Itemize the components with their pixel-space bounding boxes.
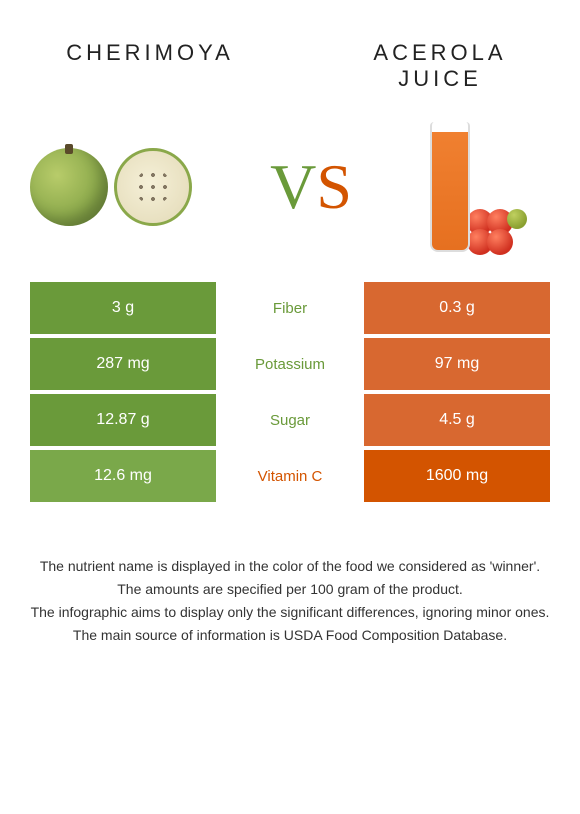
acerola-fruits-icon: [470, 212, 540, 252]
images-row: VS: [0, 102, 580, 282]
nutrient-label: Sugar: [220, 394, 360, 446]
left-food-title: CHERIMOYA: [50, 40, 250, 92]
header: CHERIMOYA ACEROLA JUICE: [0, 0, 580, 102]
left-value: 287 mg: [30, 338, 216, 390]
vs-s: S: [316, 150, 352, 224]
footnote-line: The infographic aims to display only the…: [30, 602, 550, 623]
right-value: 0.3 g: [364, 282, 550, 334]
nutrient-label: Vitamin C: [220, 450, 360, 502]
right-value: 1600 mg: [364, 450, 550, 502]
right-food-title: ACEROLA JUICE: [350, 40, 530, 92]
left-value: 12.6 mg: [30, 450, 216, 502]
nutrient-label: Potassium: [220, 338, 360, 390]
nutrition-table: 3 gFiber0.3 g287 mgPotassium97 mg12.87 g…: [0, 282, 580, 502]
right-value: 4.5 g: [364, 394, 550, 446]
juice-glass-icon: [430, 122, 470, 252]
left-food-illustration: [30, 148, 192, 226]
footnote-line: The main source of information is USDA F…: [30, 625, 550, 646]
right-value: 97 mg: [364, 338, 550, 390]
nutrient-label: Fiber: [220, 282, 360, 334]
vs-label: VS: [270, 150, 352, 224]
cherimoya-whole-icon: [30, 148, 108, 226]
table-row: 12.87 gSugar4.5 g: [30, 394, 550, 446]
vs-v: V: [270, 150, 316, 224]
footnotes: The nutrient name is displayed in the co…: [0, 506, 580, 646]
left-value: 3 g: [30, 282, 216, 334]
table-row: 3 gFiber0.3 g: [30, 282, 550, 334]
footnote-line: The nutrient name is displayed in the co…: [30, 556, 550, 577]
right-food-illustration: [430, 122, 540, 252]
cherimoya-cut-icon: [114, 148, 192, 226]
table-row: 287 mgPotassium97 mg: [30, 338, 550, 390]
left-value: 12.87 g: [30, 394, 216, 446]
footnote-line: The amounts are specified per 100 gram o…: [30, 579, 550, 600]
table-row: 12.6 mgVitamin C1600 mg: [30, 450, 550, 502]
